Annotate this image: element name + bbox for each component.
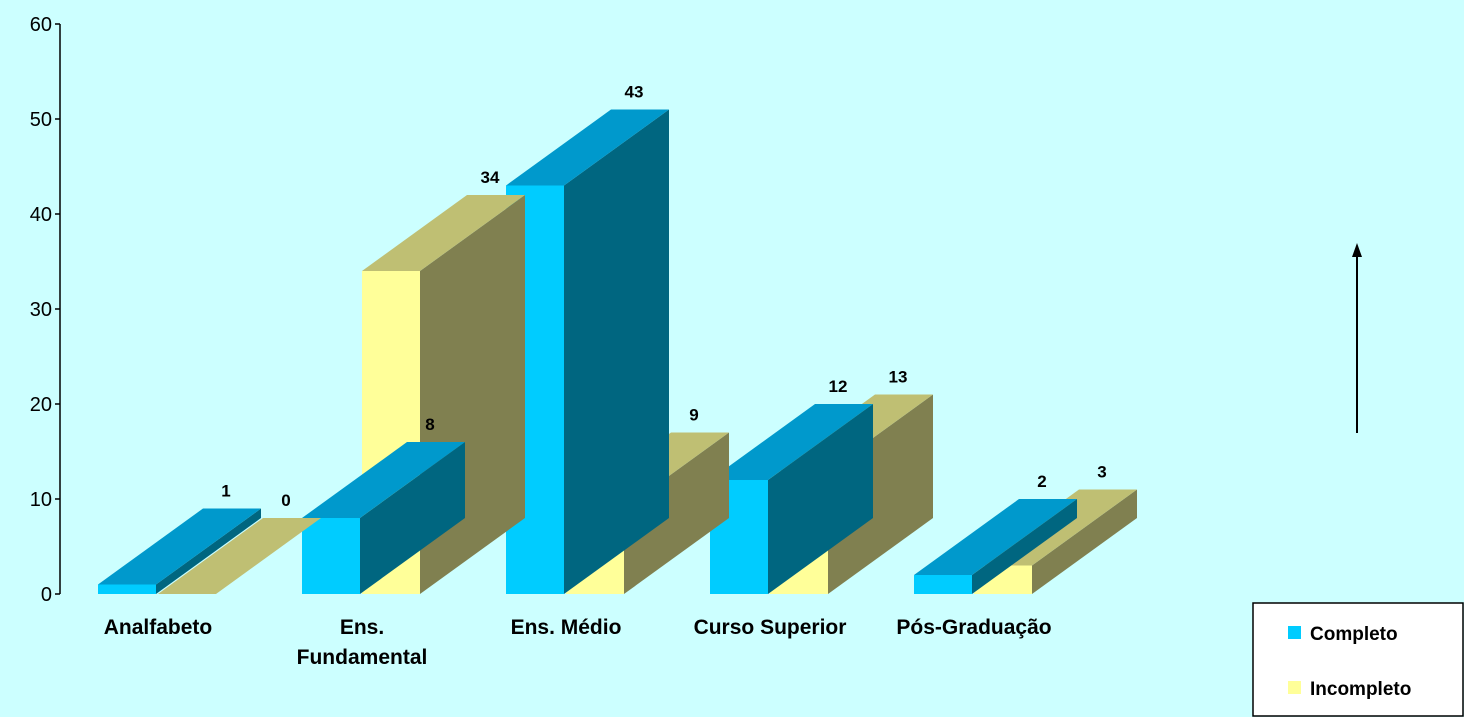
bar-side <box>972 499 1077 594</box>
y-tick-label: 50 <box>30 109 52 131</box>
bar-incompleto-0 <box>158 518 321 594</box>
bar-completo-3 <box>710 404 873 594</box>
bars <box>98 109 1137 594</box>
data-label: 0 <box>281 491 290 510</box>
data-label: 12 <box>829 377 848 396</box>
data-label: 43 <box>625 83 644 102</box>
legend-swatch-incompleto <box>1288 681 1301 694</box>
bar-top <box>362 195 525 271</box>
bar-side <box>828 394 933 594</box>
y-axis: 0 10 20 30 40 50 60 <box>30 14 61 606</box>
data-label: 9 <box>689 406 698 425</box>
bar-front <box>914 575 972 594</box>
bar-top <box>914 499 1077 575</box>
data-label: 8 <box>425 415 434 434</box>
bar-completo-2 <box>506 109 669 594</box>
data-label: 2 <box>1037 472 1046 491</box>
bar-top <box>506 109 669 186</box>
bar-top <box>98 508 261 585</box>
category-label: Ens. <box>340 616 384 639</box>
category-label: Analfabeto <box>104 616 213 639</box>
bar-front <box>98 584 156 594</box>
bar-side <box>768 404 873 594</box>
y-tick-label: 30 <box>30 299 52 321</box>
bar-completo-1 <box>302 442 465 594</box>
category-label: Curso Superior <box>694 616 847 639</box>
bar-front <box>302 518 360 594</box>
data-label: 34 <box>481 168 500 187</box>
category-label: Pós-Graduação <box>896 616 1051 639</box>
bar-side <box>1032 489 1137 594</box>
legend-label-incompleto: Incompleto <box>1310 679 1411 700</box>
legend: Completo Incompleto <box>1252 602 1464 717</box>
bar-side <box>624 432 729 594</box>
y-tick-label: 0 <box>41 584 52 606</box>
legend-swatch-completo <box>1288 626 1301 639</box>
y-tick-label: 10 <box>30 489 52 511</box>
data-label: 3 <box>1097 463 1106 482</box>
category-label: Ens. Médio <box>511 616 622 639</box>
bar-top <box>158 518 321 594</box>
data-label: 1 <box>221 482 230 501</box>
bar-completo-4 <box>914 499 1077 594</box>
bar-top <box>302 442 465 518</box>
bar-top <box>710 404 873 480</box>
up-arrow-icon <box>1352 243 1362 257</box>
category-label: Fundamental <box>297 646 428 669</box>
bar-side <box>156 508 261 594</box>
category-labels: Analfabeto Ens. Fundamental Ens. Médio Curso… <box>104 616 1052 669</box>
legend-label-completo: Completo <box>1310 624 1398 645</box>
y-tick-label: 20 <box>30 394 52 416</box>
bar-side <box>360 442 465 594</box>
data-labels: 3 2 13 12 9 43 34 8 0 1 <box>221 83 1106 511</box>
bar-side <box>564 109 669 594</box>
legend-box <box>1252 602 1464 717</box>
y-tick-label: 40 <box>30 204 52 226</box>
bar-completo-0 <box>98 508 261 594</box>
y-tick-label: 60 <box>30 14 52 36</box>
data-label: 13 <box>889 368 908 387</box>
